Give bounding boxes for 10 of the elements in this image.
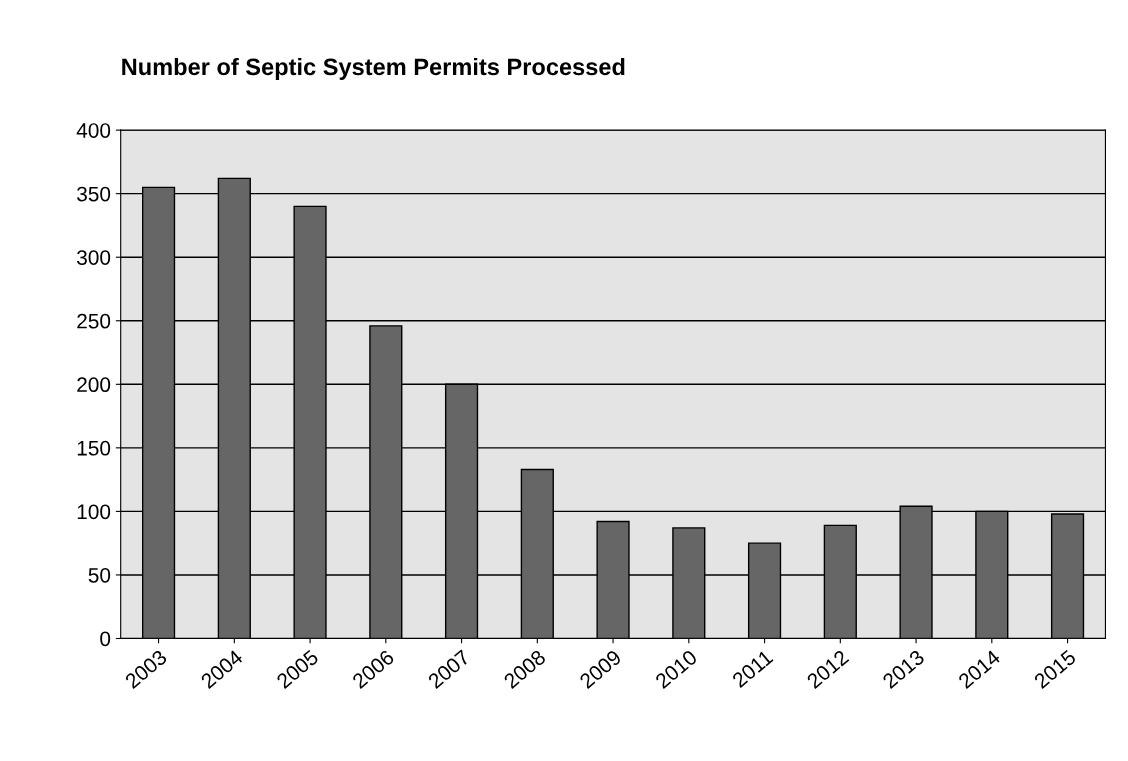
y-tick-label: 200	[77, 377, 111, 393]
y-tick-label: 400	[76, 123, 111, 138]
y-tick-label: 350	[77, 186, 111, 202]
y-tick-label: 300	[77, 250, 111, 265]
y-tick-label: 100	[77, 504, 111, 520]
y-tick-label: 250	[77, 313, 111, 329]
y-tick-label: 150	[77, 440, 111, 456]
y-tick-label: 0	[100, 631, 111, 647]
chart-title: Number of Septic System Permits Processed	[122, 57, 625, 80]
y-tick-label: 50	[88, 567, 111, 583]
